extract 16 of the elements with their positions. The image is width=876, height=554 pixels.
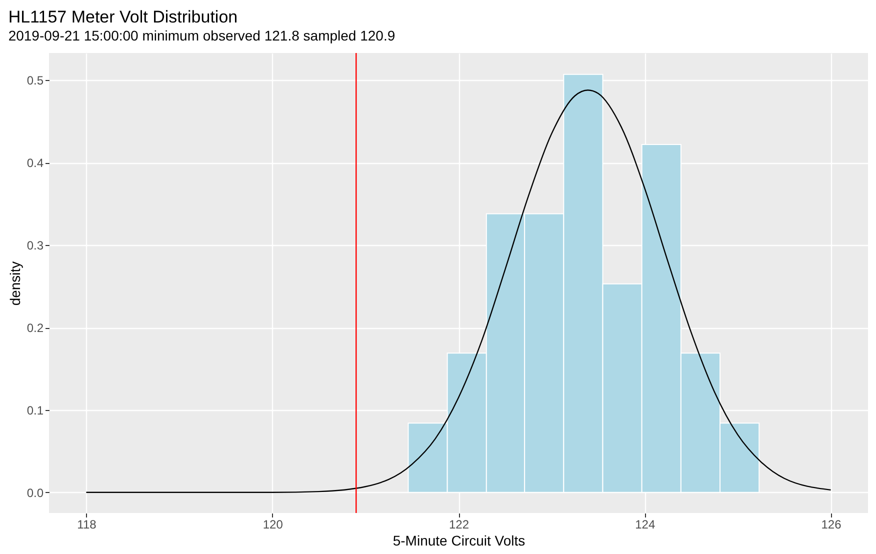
x-tick-label: 124 [635,518,656,532]
y-tick-label: 0.2 [26,321,44,336]
y-axis-title: density [6,261,23,306]
chart-subtitle: 2019-09-21 15:00:00 minimum observed 121.8 sampled 120.9 [8,27,396,44]
y-tick-label: 0.5 [26,74,44,88]
x-tick-label: 118 [77,518,97,532]
y-tick-label: 0.4 [26,156,44,170]
y-tick-label: 0.1 [26,403,44,418]
x-tick-label: 122 [448,518,470,532]
chart-title: HL1157 Meter Volt Distribution [8,7,238,26]
x-tick-label: 120 [262,518,284,532]
x-tick-label: 126 [821,518,842,532]
y-tick-label: 0.0 [26,486,44,500]
y-tick-label: 0.3 [26,238,44,253]
line-series [86,89,832,493]
x-axis-title: 5-Minute Circuit Volts [392,532,526,548]
